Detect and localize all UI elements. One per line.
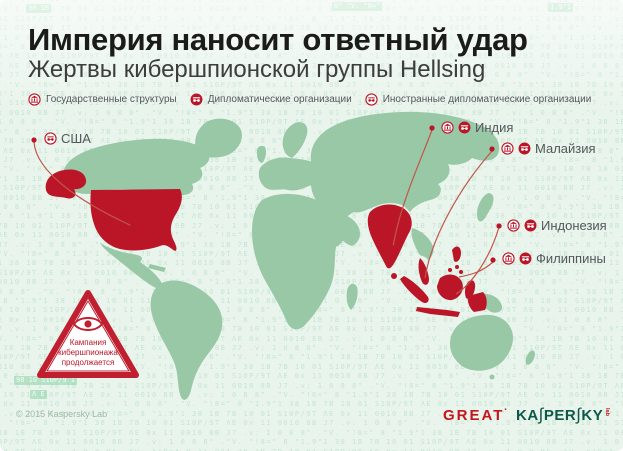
indonesia-callout-line — [455, 226, 500, 295]
government-building-icon — [507, 219, 520, 232]
india-red — [367, 204, 412, 269]
copyright-text: © 2015 Kaspersky Lab — [16, 409, 108, 419]
matrix-highlight-chip: 98 10 S10P/9 1 — [14, 376, 78, 385]
page-subtitle: Жертвы кибершпионской группы Hellsing — [28, 56, 486, 83]
philippines-callout-line — [458, 261, 494, 278]
usa-label-dot — [31, 137, 37, 143]
victim-label-text: Малайзия — [535, 141, 596, 156]
sumatra-red — [400, 276, 429, 304]
continents — [63, 111, 535, 400]
philippine-island — [455, 265, 459, 269]
alaska-red — [45, 169, 87, 199]
malaysia-label-dot — [489, 146, 495, 152]
scandinavia — [282, 122, 308, 158]
triangle-outer — [37, 290, 139, 378]
tasmania — [489, 374, 495, 380]
matrix-highlight-chip: Λ Ε — [30, 390, 47, 399]
legend-item-foreign-diplomatic: Иностранные дипломатические организации — [365, 93, 592, 106]
legend: Государственные структуры Дипломатически… — [28, 93, 591, 106]
government-building-icon — [502, 252, 515, 265]
kaspersky-logo-text: PER — [543, 407, 577, 424]
sign-text-line: Кампания — [70, 338, 107, 347]
page-title: Империя наносит ответный удар — [28, 22, 528, 57]
victim-label-text: Индонезия — [541, 218, 607, 233]
sign-text-line: кибершпионажа — [58, 348, 118, 357]
malaysia-callout-line — [424, 150, 493, 279]
victim-countries — [45, 169, 487, 317]
spy-filled-icon — [458, 121, 471, 134]
great-logo-mark: ▪ — [504, 407, 509, 413]
legend-item-diplomatic: Дипломатические организации — [190, 93, 352, 106]
legend-label: Дипломатические организации — [207, 94, 352, 105]
legend-item-government: Государственные структуры — [28, 93, 177, 106]
indochina — [411, 228, 434, 260]
victim-label-text: США — [61, 131, 91, 146]
victim-label-malaysia: Малайзия — [501, 141, 596, 156]
legend-label: Государственные структуры — [46, 94, 177, 105]
greenland — [195, 118, 242, 158]
victim-label-text: Филиппины — [536, 251, 606, 266]
warning-triangle-sign: Кампания кибершпионажа продолжается — [37, 290, 139, 378]
victim-label-text: Индия — [475, 120, 514, 135]
victim-label-usa: США — [44, 131, 91, 146]
government-building-icon — [28, 93, 41, 106]
triangle-inner — [46, 300, 130, 372]
papua-red — [467, 292, 487, 312]
india-callout-line — [392, 129, 433, 248]
arabia — [334, 214, 360, 246]
great-logo-text: GREAT — [443, 407, 505, 424]
sri-lanka-red — [391, 273, 397, 279]
malay-peninsula-red — [418, 258, 429, 285]
kaspersky-logo: KA ∫ PER ∫ KY lab — [516, 405, 611, 424]
spy-filled-icon — [518, 142, 531, 155]
sign-text-line: продолжается — [62, 358, 115, 367]
spy-filled-icon — [190, 93, 203, 106]
new-zealand — [525, 350, 535, 365]
europe — [258, 157, 324, 191]
spy-filled-icon — [524, 219, 537, 232]
kaspersky-integral-s: ∫ — [538, 405, 544, 424]
legend-label: Иностранные дипломатические организации — [382, 94, 592, 105]
usa-callout-line — [33, 141, 133, 227]
india-label-dot — [429, 125, 435, 131]
philippine-island — [459, 270, 463, 274]
mexico-central-america — [100, 243, 163, 289]
kaspersky-integral-s: ∫ — [576, 405, 582, 424]
usa-map-dot — [130, 224, 134, 228]
australia — [450, 314, 513, 371]
government-building-icon — [501, 142, 514, 155]
madagascar — [346, 283, 358, 310]
kaspersky-lab-vertical-text: lab — [604, 408, 611, 416]
africa — [252, 193, 346, 330]
philippines-label-dot — [490, 257, 496, 263]
spy-filled-icon — [519, 252, 532, 265]
cuba — [148, 264, 166, 272]
canada — [63, 138, 210, 196]
callout-lines — [31, 125, 502, 295]
usa-red — [90, 189, 182, 251]
india-map-dot — [391, 245, 395, 249]
indonesia-label-dot — [496, 223, 502, 229]
kaspersky-logo-text: KA — [516, 407, 539, 424]
java-red — [416, 307, 460, 317]
great-team-logo: GREAT▪ — [443, 407, 509, 424]
borneo-red — [437, 274, 463, 301]
philippines-red — [452, 246, 461, 262]
eye-icon — [72, 317, 104, 331]
victim-label-indonesia: Индонезия — [507, 218, 607, 233]
spy-outline-icon — [44, 132, 57, 145]
papua-new-guinea — [485, 294, 503, 313]
victim-label-philippines: Филиппины — [502, 251, 606, 266]
spy-outline-icon — [365, 93, 378, 106]
japan — [477, 193, 494, 222]
united-kingdom — [256, 145, 266, 163]
philippine-island — [448, 268, 452, 272]
kaspersky-logo-text: KY — [581, 407, 604, 424]
government-building-icon — [441, 121, 454, 134]
south-america — [150, 280, 223, 400]
asia-russia — [310, 111, 500, 230]
victim-label-india: Индия — [441, 120, 513, 135]
